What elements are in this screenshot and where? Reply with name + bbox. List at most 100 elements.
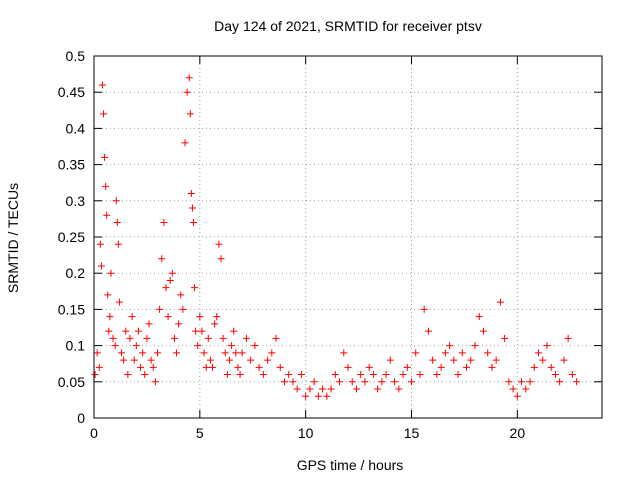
data-point bbox=[331, 371, 339, 379]
axis-ticks: 0 0.05 0.1 0.15 0.2 0.25 0.3 0.35 0.4 0.45 0.5 0 5 10… bbox=[58, 48, 602, 441]
data-point bbox=[560, 356, 568, 364]
data-point bbox=[348, 378, 356, 386]
data-point bbox=[412, 349, 420, 357]
data-point bbox=[488, 363, 496, 371]
data-point bbox=[187, 190, 195, 198]
data-point bbox=[211, 320, 219, 328]
data-point bbox=[509, 385, 517, 393]
data-point bbox=[420, 305, 428, 313]
data-point bbox=[101, 153, 109, 161]
data-point bbox=[132, 342, 140, 350]
data-point bbox=[223, 371, 231, 379]
data-point bbox=[467, 356, 475, 364]
data-point bbox=[319, 385, 327, 393]
data-point bbox=[202, 363, 210, 371]
y-tick-label: 0.4 bbox=[66, 120, 86, 136]
data-point bbox=[547, 363, 555, 371]
data-point bbox=[361, 378, 369, 386]
chart-title: Day 124 of 2021, SRMTID for receiver pts… bbox=[214, 18, 482, 34]
data-point bbox=[139, 349, 147, 357]
data-point bbox=[556, 378, 564, 386]
data-point bbox=[310, 378, 318, 386]
data-point bbox=[272, 334, 280, 342]
data-point bbox=[382, 371, 390, 379]
data-point bbox=[437, 363, 445, 371]
data-point bbox=[109, 334, 117, 342]
data-point bbox=[181, 139, 189, 147]
data-point bbox=[137, 363, 145, 371]
data-point bbox=[340, 349, 348, 357]
data-point bbox=[484, 349, 492, 357]
data-point bbox=[395, 385, 403, 393]
y-tick-label: 0.2 bbox=[66, 265, 86, 281]
data-point bbox=[96, 240, 104, 248]
x-tick-label: 15 bbox=[404, 425, 420, 441]
y-tick-label: 0.5 bbox=[66, 48, 86, 64]
data-point bbox=[352, 385, 360, 393]
data-point bbox=[204, 334, 212, 342]
data-point bbox=[93, 349, 101, 357]
data-points bbox=[91, 74, 581, 400]
y-tick-label: 0.25 bbox=[58, 229, 85, 245]
data-point bbox=[306, 385, 314, 393]
data-point bbox=[219, 334, 227, 342]
data-point bbox=[141, 371, 149, 379]
data-point bbox=[102, 182, 110, 190]
data-point bbox=[198, 327, 206, 335]
data-point bbox=[403, 363, 411, 371]
data-point bbox=[168, 269, 176, 277]
data-point bbox=[446, 342, 454, 350]
data-point bbox=[177, 291, 185, 299]
data-point bbox=[156, 305, 164, 313]
data-point bbox=[450, 356, 458, 364]
data-point bbox=[124, 371, 132, 379]
data-point bbox=[433, 371, 441, 379]
data-point bbox=[196, 313, 204, 321]
data-point bbox=[189, 219, 197, 227]
data-point bbox=[344, 363, 352, 371]
data-point bbox=[126, 334, 134, 342]
data-point bbox=[399, 371, 407, 379]
y-tick-label: 0.45 bbox=[58, 84, 85, 100]
data-point bbox=[479, 327, 487, 335]
data-point bbox=[115, 298, 123, 306]
data-point bbox=[103, 211, 111, 219]
x-tick-label: 5 bbox=[196, 425, 204, 441]
x-tick-label: 0 bbox=[90, 425, 98, 441]
data-point bbox=[238, 349, 246, 357]
data-point bbox=[107, 269, 115, 277]
data-point bbox=[186, 110, 194, 118]
data-point bbox=[454, 371, 462, 379]
data-point bbox=[166, 276, 174, 284]
data-point bbox=[100, 110, 108, 118]
data-point bbox=[191, 284, 199, 292]
data-point bbox=[281, 378, 288, 386]
data-point bbox=[95, 363, 103, 371]
y-tick-label: 0.05 bbox=[58, 374, 85, 390]
data-point bbox=[369, 371, 377, 379]
data-point bbox=[192, 327, 200, 335]
data-point bbox=[276, 363, 284, 371]
data-point bbox=[128, 313, 136, 321]
data-point bbox=[247, 356, 255, 364]
data-point bbox=[289, 378, 297, 386]
data-point bbox=[471, 342, 479, 350]
data-point bbox=[114, 240, 122, 248]
data-point bbox=[105, 327, 113, 335]
data-point bbox=[234, 363, 242, 371]
data-point bbox=[268, 349, 276, 357]
data-point bbox=[111, 342, 119, 350]
data-point bbox=[242, 334, 250, 342]
data-point bbox=[151, 378, 159, 386]
data-point bbox=[185, 74, 193, 82]
data-point bbox=[213, 313, 221, 321]
data-point bbox=[173, 349, 181, 357]
data-point bbox=[232, 349, 240, 357]
data-point bbox=[118, 349, 126, 357]
x-axis-label: GPS time / hours bbox=[297, 457, 404, 473]
data-point bbox=[106, 313, 114, 321]
data-point bbox=[225, 356, 233, 364]
data-point bbox=[297, 371, 305, 379]
data-point bbox=[314, 392, 322, 400]
